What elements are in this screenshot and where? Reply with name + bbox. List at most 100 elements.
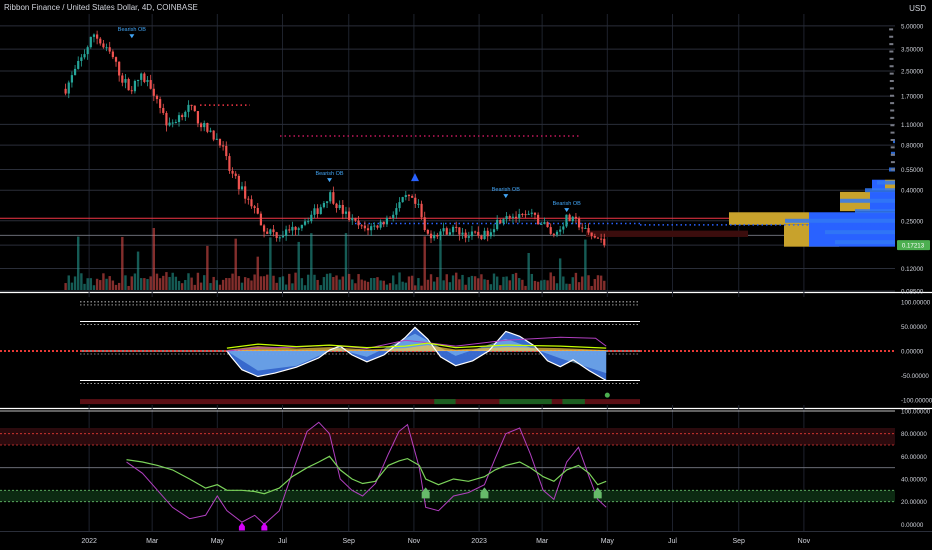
volume-bar (146, 279, 149, 290)
candle (376, 225, 379, 228)
candle (373, 225, 376, 227)
x-tick-label: Mar (536, 538, 549, 545)
volume-bar (603, 280, 606, 290)
volume-bar (461, 274, 464, 290)
volume-bar (218, 284, 222, 290)
volume-bar (329, 273, 332, 290)
candle (344, 211, 348, 214)
volume-bar (162, 275, 165, 290)
candle (451, 226, 455, 233)
volume-bar (291, 283, 294, 290)
candle (225, 145, 228, 157)
volume-bar (401, 281, 404, 290)
x-tick-label: Nov (408, 538, 421, 545)
candle (379, 221, 382, 228)
profile-trail (889, 57, 894, 60)
candle (240, 186, 244, 190)
volume-profile-bar (855, 209, 895, 214)
candle (313, 208, 316, 215)
bearish-ob-label: Bearish OB (492, 187, 520, 193)
volume-bar (558, 258, 562, 290)
volume-bar (464, 284, 467, 290)
candle (341, 204, 344, 214)
candle (455, 226, 458, 228)
candle (464, 232, 467, 238)
candle (155, 95, 159, 100)
profile-trail (889, 35, 894, 38)
candle (212, 130, 215, 140)
candle (392, 214, 395, 219)
candle (322, 202, 326, 208)
y-tick-label: 0.25000 (901, 218, 924, 225)
candle (448, 232, 452, 235)
candle (70, 75, 74, 83)
supply-zone (729, 212, 809, 225)
candle (190, 104, 193, 106)
volume-profile-bar (825, 230, 895, 235)
volume-bar (451, 275, 455, 290)
y-tick-label: -100.00000 (901, 398, 932, 405)
candle (215, 138, 218, 140)
volume-bar (143, 278, 146, 290)
volume-bar (133, 273, 137, 290)
volume-bar (552, 276, 556, 290)
signal-strip (80, 399, 640, 405)
momentum-purple-line (226, 336, 607, 352)
candle (329, 192, 332, 202)
candle (99, 38, 102, 44)
volume-bar (243, 277, 247, 290)
candle (262, 225, 266, 232)
profile-trail (889, 28, 894, 31)
candle (102, 43, 105, 48)
candle (259, 213, 263, 226)
volume-bar (209, 283, 212, 290)
volume-bar (363, 280, 367, 290)
volume-bar (530, 273, 534, 290)
volume-bar (521, 279, 524, 290)
candle (218, 138, 222, 146)
profile-trail (890, 138, 895, 141)
candle (266, 231, 269, 234)
candle (518, 214, 521, 219)
volume-bar (92, 285, 96, 290)
candle (310, 214, 313, 222)
bearish-ob-marker (564, 208, 570, 213)
candle (489, 232, 492, 237)
x-tick-label: Jul (668, 538, 677, 545)
candle (73, 68, 77, 76)
candle (181, 115, 184, 118)
volume-bar (262, 276, 266, 290)
profile-trail (890, 153, 895, 156)
volume-bar (455, 272, 458, 290)
candle (89, 36, 92, 48)
candle (168, 122, 171, 126)
candle (165, 112, 168, 126)
candle (537, 214, 540, 225)
volume-bar (398, 272, 401, 290)
x-tick-label: 2022 (81, 538, 97, 545)
volume-bar (486, 279, 489, 290)
candle (288, 229, 291, 231)
volume-bar (64, 283, 67, 290)
volume-bar (436, 277, 439, 290)
volume-bar (470, 275, 474, 290)
candle (596, 237, 600, 239)
volume-bar (89, 278, 93, 290)
candle (294, 226, 297, 230)
volume-bar (105, 278, 108, 290)
candle (530, 212, 533, 214)
volume-bar (284, 284, 288, 290)
volume-bar (388, 283, 392, 290)
volume-bar (180, 283, 184, 290)
candle (80, 57, 83, 61)
volume-bar (505, 276, 508, 290)
candle (483, 230, 486, 240)
candle (196, 111, 200, 124)
candle (496, 219, 499, 230)
candle (256, 207, 259, 214)
candle (171, 122, 174, 124)
candle (398, 202, 401, 209)
candle (549, 227, 552, 234)
volume-bar (344, 233, 348, 290)
